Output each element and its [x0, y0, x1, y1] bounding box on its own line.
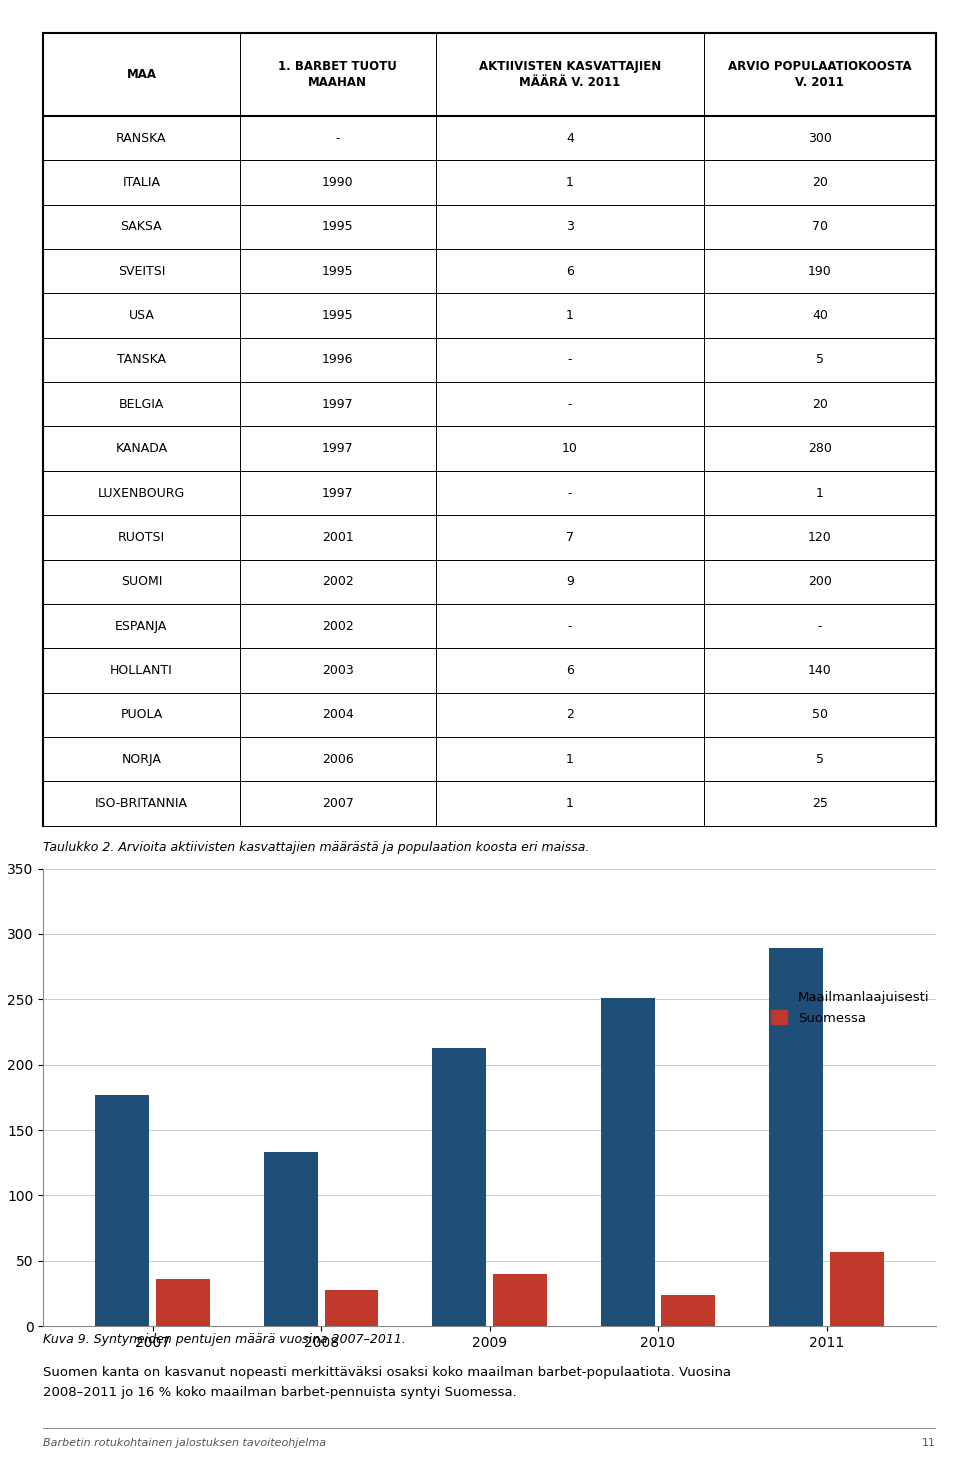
Text: 4: 4: [566, 132, 574, 145]
Text: 2006: 2006: [322, 752, 353, 766]
Text: ESPANJA: ESPANJA: [115, 619, 168, 632]
Text: RANSKA: RANSKA: [116, 132, 167, 145]
Text: -: -: [567, 354, 572, 366]
Bar: [829, 1251, 884, 1325]
Text: 2: 2: [566, 708, 574, 721]
Text: 1997: 1997: [322, 443, 353, 455]
Text: 11: 11: [922, 1438, 936, 1448]
Text: 1: 1: [566, 310, 574, 321]
Text: 9: 9: [566, 575, 574, 588]
Text: -: -: [336, 132, 340, 145]
Text: 5: 5: [816, 752, 824, 766]
Text: 3: 3: [566, 221, 574, 234]
Text: -: -: [818, 619, 822, 632]
Text: 6: 6: [566, 663, 574, 677]
Text: 280: 280: [808, 443, 832, 455]
Text: 1: 1: [566, 752, 574, 766]
Text: 300: 300: [808, 132, 832, 145]
Text: 2001: 2001: [322, 530, 353, 544]
Text: Kuva 9. Syntyneiden pentujen määrä vuosina 2007–2011.: Kuva 9. Syntyneiden pentujen määrä vuosi…: [43, 1333, 406, 1346]
Text: 1990: 1990: [322, 176, 353, 190]
Text: -: -: [567, 619, 572, 632]
Text: HOLLANTI: HOLLANTI: [110, 663, 173, 677]
Text: 190: 190: [808, 265, 831, 277]
Bar: [432, 1047, 486, 1325]
Bar: [264, 1152, 318, 1325]
Text: 1995: 1995: [322, 265, 353, 277]
Text: ITALIA: ITALIA: [123, 176, 160, 190]
Text: RUOTSI: RUOTSI: [118, 530, 165, 544]
Bar: [324, 1290, 378, 1325]
Text: Taulukko 2. Arvioita aktiivisten kasvattajien määrästä ja populaation koosta eri: Taulukko 2. Arvioita aktiivisten kasvatt…: [43, 841, 589, 853]
Bar: [156, 1280, 210, 1325]
Text: USA: USA: [129, 310, 155, 321]
Text: 1: 1: [566, 176, 574, 190]
Text: KANADA: KANADA: [115, 443, 167, 455]
Text: BELGIA: BELGIA: [119, 398, 164, 410]
Text: 20: 20: [812, 398, 828, 410]
Text: 6: 6: [566, 265, 574, 277]
Text: 40: 40: [812, 310, 828, 321]
Text: 1: 1: [566, 797, 574, 810]
Text: 1: 1: [816, 487, 824, 499]
Text: LUXENBOURG: LUXENBOURG: [98, 487, 185, 499]
Text: -: -: [567, 487, 572, 499]
Text: ARVIO POPULAATIOKOOSTA
V. 2011: ARVIO POPULAATIOKOOSTA V. 2011: [728, 59, 912, 89]
Text: 1997: 1997: [322, 487, 353, 499]
Text: Suomen kanta on kasvanut nopeasti merkittäväksi osaksi koko maailman barbet-popu: Suomen kanta on kasvanut nopeasti merkit…: [43, 1367, 732, 1400]
Bar: [95, 1094, 150, 1325]
Text: 10: 10: [562, 443, 578, 455]
Text: 20: 20: [812, 176, 828, 190]
Text: ISO-BRITANNIA: ISO-BRITANNIA: [95, 797, 188, 810]
Text: 1996: 1996: [322, 354, 353, 366]
Bar: [661, 1294, 715, 1325]
Text: 140: 140: [808, 663, 831, 677]
Text: 2003: 2003: [322, 663, 353, 677]
Text: AKTIIVISTEN KASVATTAJIEN
MÄÄRÄ V. 2011: AKTIIVISTEN KASVATTAJIEN MÄÄRÄ V. 2011: [479, 59, 661, 89]
Text: 200: 200: [808, 575, 832, 588]
Bar: [601, 998, 655, 1325]
Text: NORJA: NORJA: [122, 752, 161, 766]
Text: 25: 25: [812, 797, 828, 810]
Text: PUOLA: PUOLA: [120, 708, 162, 721]
Text: -: -: [567, 398, 572, 410]
Bar: [769, 948, 823, 1325]
Text: 120: 120: [808, 530, 831, 544]
Text: 1997: 1997: [322, 398, 353, 410]
Text: 2002: 2002: [322, 575, 353, 588]
Text: MAA: MAA: [127, 68, 156, 81]
Legend: Maailmanlaajuisesti, Suomessa: Maailmanlaajuisesti, Suomessa: [772, 989, 929, 1025]
Text: 7: 7: [566, 530, 574, 544]
Text: 2007: 2007: [322, 797, 354, 810]
Text: 1995: 1995: [322, 221, 353, 234]
Text: Barbetin rotukohtainen jalostuksen tavoiteohjelma: Barbetin rotukohtainen jalostuksen tavoi…: [43, 1438, 326, 1448]
Text: 2004: 2004: [322, 708, 353, 721]
Text: SVEITSI: SVEITSI: [118, 265, 165, 277]
Text: SUOMI: SUOMI: [121, 575, 162, 588]
Text: TANSKA: TANSKA: [117, 354, 166, 366]
Text: 2002: 2002: [322, 619, 353, 632]
Text: 50: 50: [812, 708, 828, 721]
Text: 1995: 1995: [322, 310, 353, 321]
Bar: [493, 1274, 547, 1325]
Text: SAKSA: SAKSA: [121, 221, 162, 234]
Text: 5: 5: [816, 354, 824, 366]
Text: 1. BARBET TUOTU
MAAHAN: 1. BARBET TUOTU MAAHAN: [278, 59, 397, 89]
Text: 70: 70: [812, 221, 828, 234]
